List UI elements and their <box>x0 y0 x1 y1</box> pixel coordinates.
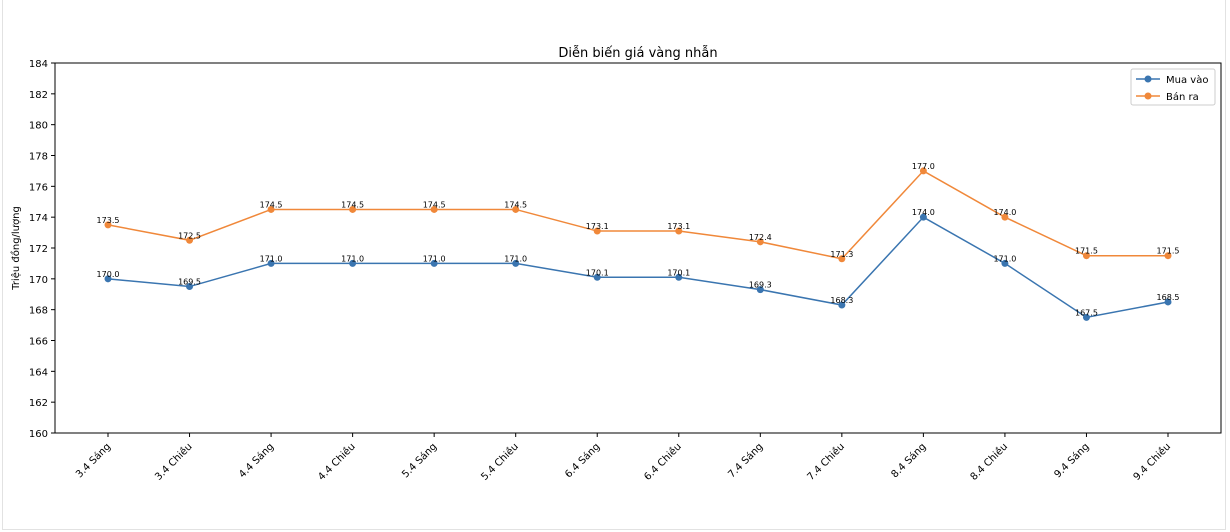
data-label: 167.5 <box>1075 308 1098 317</box>
data-point <box>756 286 764 294</box>
y-tick-label: 174 <box>29 213 48 224</box>
data-point <box>512 205 520 213</box>
y-tick-label: 182 <box>29 90 48 101</box>
y-tick-label: 184 <box>29 59 48 70</box>
legend-label: Bán ra <box>1166 91 1199 103</box>
data-label: 174.5 <box>423 200 446 209</box>
x-tick-label: 3.4 Sáng <box>73 441 113 481</box>
data-point <box>430 205 438 213</box>
data-label: 171.0 <box>260 254 283 263</box>
data-point <box>1082 252 1090 260</box>
data-point <box>430 259 438 267</box>
data-point <box>186 236 194 244</box>
x-tick-label: 6.4 Sáng <box>563 441 603 481</box>
data-point <box>838 301 846 309</box>
x-tick-label: 7.4 Chiều <box>805 441 847 483</box>
data-point <box>349 205 357 213</box>
data-point <box>512 259 520 267</box>
data-label: 168.3 <box>830 296 853 305</box>
y-axis-label: Triệu đồng/lượng <box>10 206 22 291</box>
data-label: 170.1 <box>586 268 609 277</box>
data-point <box>1082 313 1090 321</box>
x-tick-label: 4.4 Chiều <box>316 441 358 483</box>
data-label: 174.0 <box>912 208 935 217</box>
data-label: 174.5 <box>260 200 283 209</box>
data-point <box>675 273 683 281</box>
data-point <box>349 259 357 267</box>
data-point <box>1164 298 1172 306</box>
x-tick-label: 9.4 Sáng <box>1052 441 1092 481</box>
data-point <box>104 275 112 283</box>
data-label: 171.0 <box>504 254 527 263</box>
data-label: 171.0 <box>993 254 1016 263</box>
data-label: 171.0 <box>423 254 446 263</box>
y-tick-label: 172 <box>29 244 48 255</box>
data-label: 171.5 <box>1075 247 1098 256</box>
y-tick-label: 170 <box>29 275 48 286</box>
data-point <box>267 205 275 213</box>
data-label: 168.5 <box>1157 293 1180 302</box>
data-point <box>1164 252 1172 260</box>
x-tick-label: 7.4 Sáng <box>726 441 766 481</box>
data-label: 170.0 <box>97 270 120 279</box>
legend-label: Mua vào <box>1166 74 1208 86</box>
x-tick-label: 8.4 Sáng <box>889 441 929 481</box>
data-point <box>919 167 927 175</box>
data-label: 173.1 <box>586 222 609 231</box>
data-label: 174.5 <box>504 200 527 209</box>
data-point <box>675 227 683 235</box>
data-label: 174.0 <box>993 208 1016 217</box>
x-tick-label: 6.4 Chiều <box>642 441 684 483</box>
series-line-1 <box>107 169 1168 260</box>
y-tick-label: 160 <box>29 429 48 440</box>
y-tick-label: 164 <box>29 367 48 378</box>
data-point <box>104 221 112 229</box>
data-label: 169.3 <box>749 281 772 290</box>
data-point <box>838 255 846 263</box>
data-label: 172.5 <box>178 231 201 240</box>
data-point <box>756 238 764 246</box>
legend-marker <box>1144 92 1152 100</box>
legend-marker <box>1144 75 1152 83</box>
data-label: 173.1 <box>667 222 690 231</box>
data-label: 171.0 <box>341 254 364 263</box>
data-label: 171.3 <box>830 250 853 259</box>
data-point <box>267 259 275 267</box>
data-label: 172.4 <box>749 233 772 242</box>
data-point <box>1001 213 1009 221</box>
x-tick-label: 5.4 Chiều <box>479 441 521 483</box>
y-tick-label: 178 <box>29 152 48 163</box>
x-tick-label: 4.4 Sáng <box>236 441 276 481</box>
data-label: 171.5 <box>1157 247 1180 256</box>
series-line-0 <box>107 216 1169 319</box>
plot-area <box>54 62 1222 434</box>
data-label: 170.1 <box>667 268 690 277</box>
x-tick-label: 9.4 Chiều <box>1131 441 1173 483</box>
data-label: 177.0 <box>912 162 935 171</box>
x-tick-label: 8.4 Chiều <box>968 441 1010 483</box>
data-point <box>593 227 601 235</box>
data-label: 169.5 <box>178 278 201 287</box>
data-label: 173.5 <box>97 216 120 225</box>
y-tick-label: 162 <box>29 398 48 409</box>
data-point <box>186 283 194 291</box>
chart-title: Diễn biến giá vàng nhẫn <box>558 46 717 61</box>
y-tick-label: 180 <box>29 121 48 132</box>
data-label: 174.5 <box>341 200 364 209</box>
x-tick-label: 3.4 Chiều <box>152 441 194 483</box>
y-tick-label: 166 <box>29 337 48 348</box>
y-tick-label: 176 <box>29 182 48 193</box>
data-point <box>593 273 601 281</box>
y-tick-label: 168 <box>29 306 48 317</box>
data-point <box>919 213 927 221</box>
x-tick-label: 5.4 Sáng <box>400 441 440 481</box>
data-point <box>1001 259 1009 267</box>
